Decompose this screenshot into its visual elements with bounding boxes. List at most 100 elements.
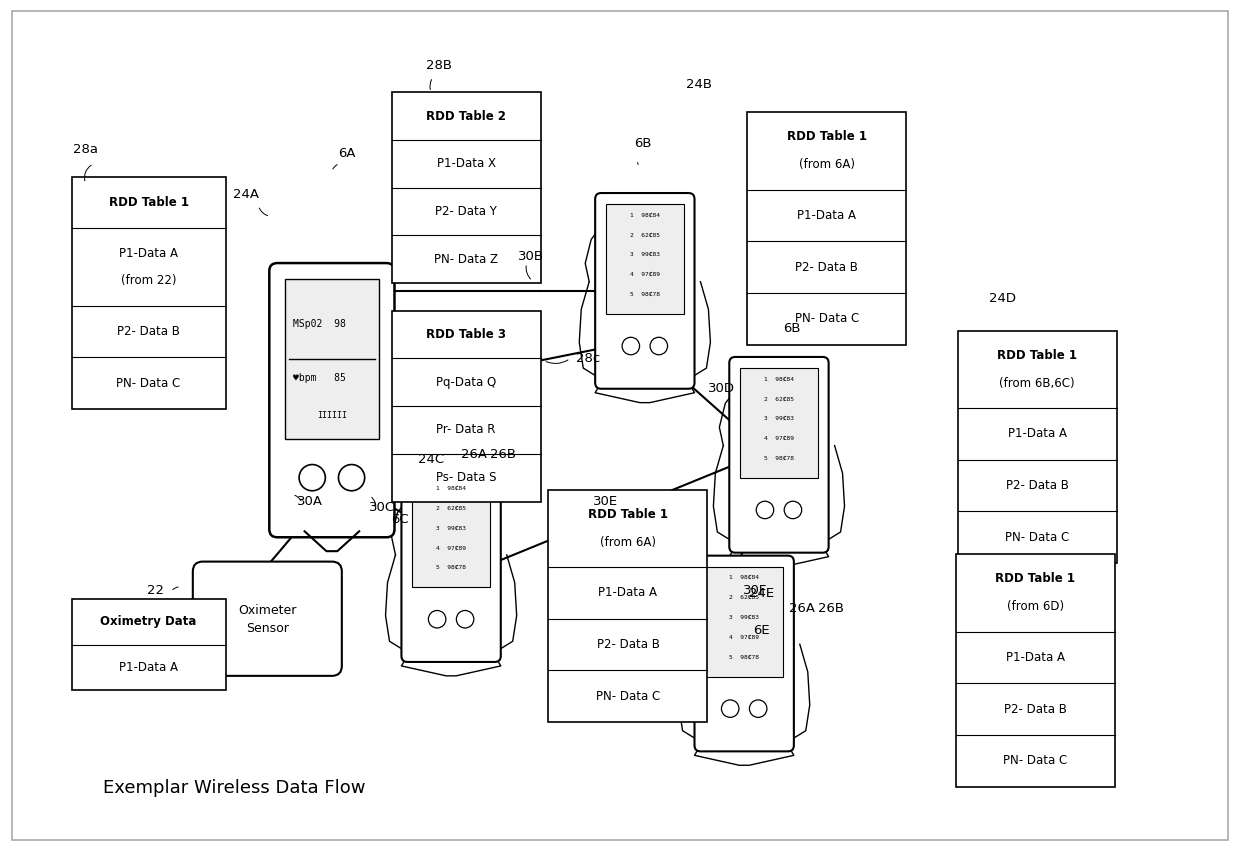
FancyBboxPatch shape	[192, 562, 342, 676]
Text: Pq-Data Q: Pq-Data Q	[436, 376, 496, 389]
Text: PN- Data Z: PN- Data Z	[434, 253, 498, 266]
Text: Oximetry Data: Oximetry Data	[100, 615, 197, 628]
Bar	[740, 368, 817, 478]
Text: 3  99⊄83: 3 99⊄83	[729, 614, 759, 620]
FancyBboxPatch shape	[595, 193, 694, 389]
Text: 1  98⊄84: 1 98⊄84	[729, 575, 759, 580]
Text: RDD Table 1: RDD Table 1	[996, 573, 1075, 585]
Text: (from 6A): (from 6A)	[600, 536, 656, 549]
Bar	[748, 112, 906, 345]
Text: P2- Data B: P2- Data B	[1006, 479, 1069, 492]
Bar	[72, 599, 226, 690]
Circle shape	[784, 501, 802, 519]
Text: ♥bpm   85: ♥bpm 85	[293, 374, 346, 383]
Text: MSp02  98: MSp02 98	[293, 319, 346, 328]
Text: 2  62⊄85: 2 62⊄85	[764, 397, 794, 402]
Text: 3  99⊄83: 3 99⊄83	[764, 416, 794, 421]
Text: P1-Data A: P1-Data A	[1006, 651, 1065, 664]
Text: P1-Data A: P1-Data A	[119, 661, 179, 674]
Text: 24D: 24D	[990, 293, 1016, 306]
FancyBboxPatch shape	[402, 466, 501, 662]
Text: 4  97⊄89: 4 97⊄89	[630, 272, 660, 277]
Text: Ps- Data S: Ps- Data S	[435, 471, 496, 484]
Bar	[285, 279, 378, 439]
Text: P2- Data B: P2- Data B	[596, 638, 660, 651]
Text: 26B: 26B	[490, 448, 516, 461]
Text: 24E: 24E	[749, 587, 774, 601]
Text: 30F: 30F	[743, 585, 768, 597]
Bar	[957, 331, 1117, 563]
Circle shape	[622, 337, 640, 355]
Text: 5  98⊄78: 5 98⊄78	[764, 456, 794, 460]
Text: PN- Data C: PN- Data C	[1006, 531, 1069, 544]
Text: 28a: 28a	[73, 143, 98, 157]
Circle shape	[428, 610, 446, 628]
Text: (from 6D): (from 6D)	[1007, 600, 1064, 614]
Text: 5  98⊄78: 5 98⊄78	[436, 565, 466, 570]
Text: RDD Table 1: RDD Table 1	[997, 349, 1078, 362]
Text: PN- Data C: PN- Data C	[1003, 754, 1068, 768]
Text: PN- Data C: PN- Data C	[596, 689, 660, 703]
Text: P1-Data X: P1-Data X	[436, 157, 496, 170]
Text: 6A: 6A	[339, 147, 356, 160]
Text: (from 22): (from 22)	[120, 275, 176, 288]
Text: 30C: 30C	[368, 501, 394, 514]
Text: 26A: 26A	[789, 603, 815, 615]
Circle shape	[749, 700, 766, 717]
Circle shape	[299, 465, 325, 491]
Text: P1-Data A: P1-Data A	[599, 586, 657, 599]
Text: P1-Data A: P1-Data A	[797, 208, 856, 222]
Text: 1  98⊄84: 1 98⊄84	[630, 213, 660, 218]
Text: P1-Data A: P1-Data A	[1008, 427, 1066, 441]
Bar	[548, 489, 708, 722]
Circle shape	[756, 501, 774, 519]
Text: 28c: 28c	[577, 352, 600, 365]
Text: IIIIII: IIIIII	[317, 410, 347, 420]
Text: 26B: 26B	[817, 603, 843, 615]
Text: RDD Table 2: RDD Table 2	[427, 110, 506, 123]
Text: 30D: 30D	[708, 382, 735, 395]
Circle shape	[650, 337, 667, 355]
Text: 6B: 6B	[784, 323, 801, 335]
Circle shape	[339, 465, 365, 491]
Text: Sensor: Sensor	[246, 622, 289, 635]
Text: 5  98⊄78: 5 98⊄78	[729, 654, 759, 660]
Bar	[413, 477, 490, 587]
Text: 3  99⊄83: 3 99⊄83	[436, 525, 466, 530]
Bar	[392, 311, 541, 501]
Bar	[706, 567, 782, 677]
Text: RDD Table 3: RDD Table 3	[427, 328, 506, 341]
Text: (from 6A): (from 6A)	[799, 158, 854, 171]
Text: P2- Data Y: P2- Data Y	[435, 205, 497, 218]
Text: 24C: 24C	[418, 454, 444, 466]
Text: 22: 22	[146, 585, 164, 597]
Text: 4  97⊄89: 4 97⊄89	[436, 545, 466, 551]
FancyBboxPatch shape	[694, 556, 794, 751]
Text: 2  62⊄85: 2 62⊄85	[630, 232, 660, 237]
Text: Pr- Data R: Pr- Data R	[436, 424, 496, 437]
Text: 28B: 28B	[427, 59, 453, 71]
Text: 6E: 6E	[753, 624, 769, 637]
Bar	[606, 204, 683, 314]
Text: P2- Data B: P2- Data B	[117, 325, 180, 338]
Text: 6B: 6B	[634, 137, 651, 151]
Text: 6C: 6C	[391, 513, 408, 526]
Text: Exemplar Wireless Data Flow: Exemplar Wireless Data Flow	[103, 779, 366, 797]
Text: 24A: 24A	[233, 188, 259, 201]
Bar	[72, 177, 226, 409]
Circle shape	[456, 610, 474, 628]
Text: Oximeter: Oximeter	[238, 604, 296, 617]
Text: 30A: 30A	[298, 495, 324, 508]
Text: PN- Data C: PN- Data C	[117, 377, 181, 390]
Text: 30B: 30B	[517, 249, 543, 263]
Text: 4  97⊄89: 4 97⊄89	[764, 436, 794, 441]
Text: (from 6B,6C): (from 6B,6C)	[999, 377, 1075, 390]
Circle shape	[722, 700, 739, 717]
Text: 5  98⊄78: 5 98⊄78	[630, 292, 660, 297]
Text: P2- Data B: P2- Data B	[795, 260, 858, 273]
Bar	[392, 92, 541, 283]
Text: 1  98⊄84: 1 98⊄84	[764, 376, 794, 381]
Text: P1-Data A: P1-Data A	[119, 247, 179, 260]
Text: 2  62⊄85: 2 62⊄85	[729, 595, 759, 600]
Text: RDD Table 1: RDD Table 1	[109, 196, 188, 209]
